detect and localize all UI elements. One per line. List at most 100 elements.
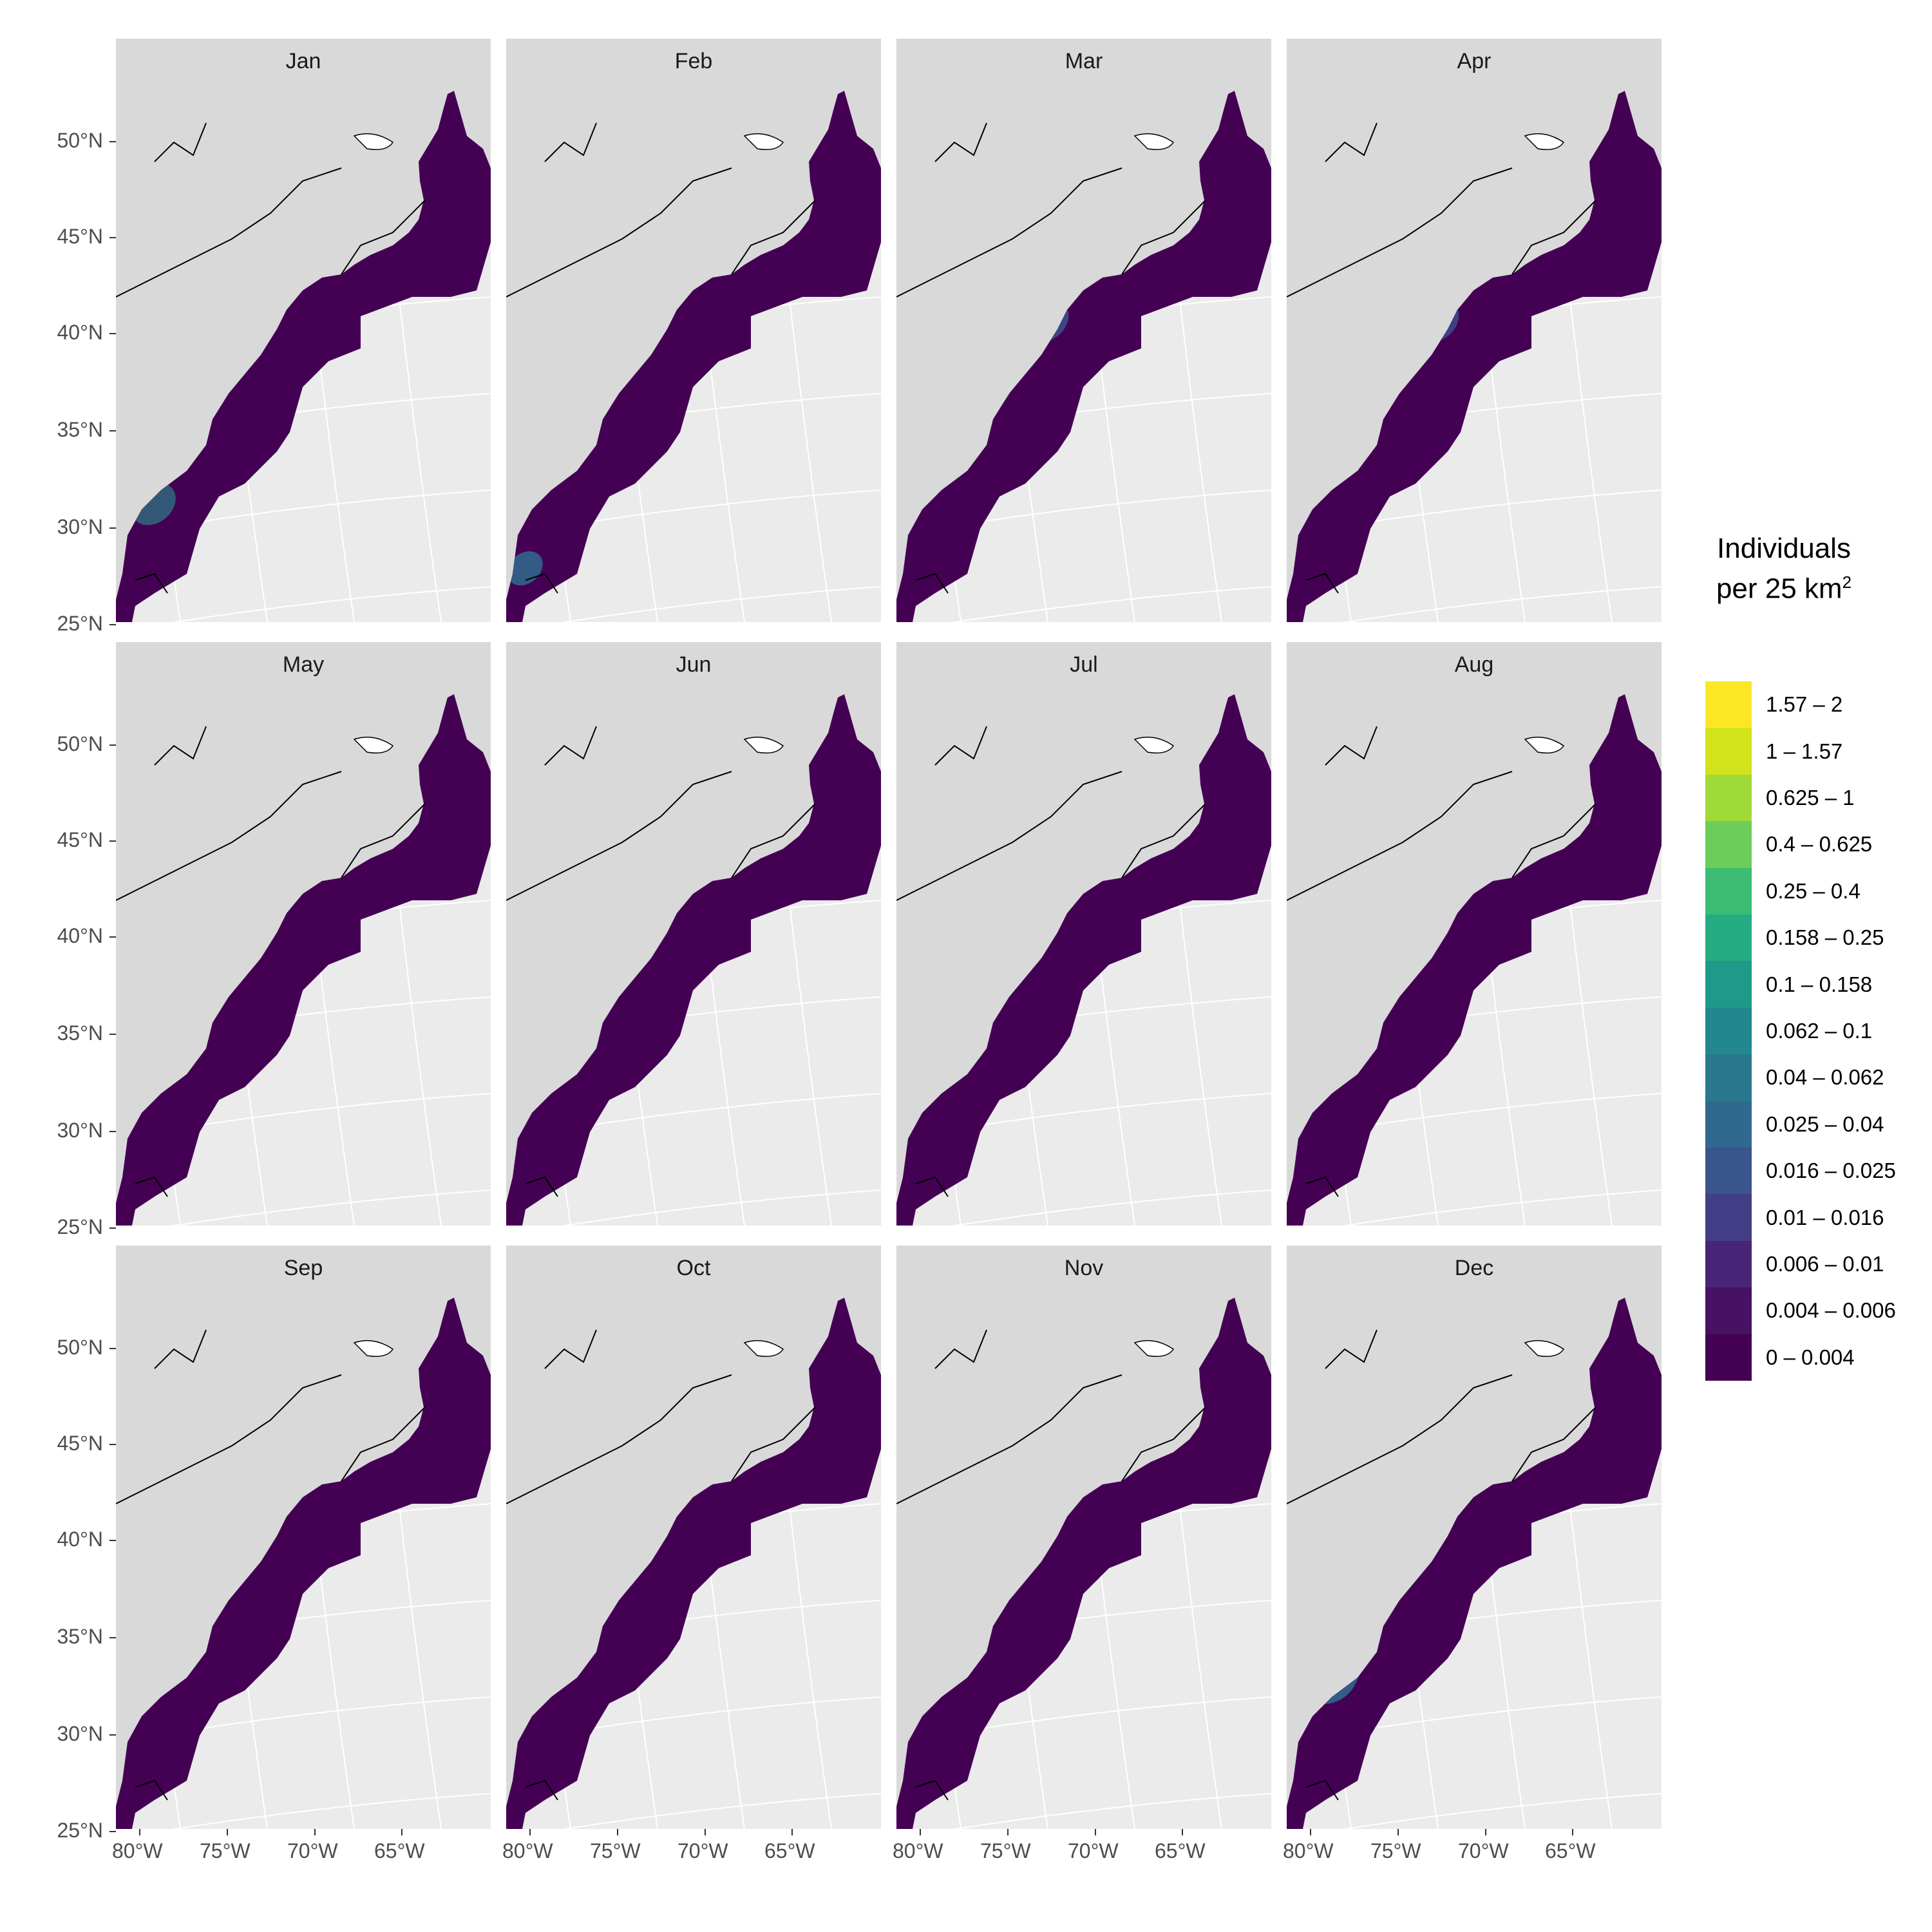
x-axis-tick: [1485, 1829, 1486, 1835]
map-svg: [116, 688, 491, 1226]
coastline: [896, 726, 1206, 1197]
panel-strip-may: May: [116, 642, 491, 688]
legend-bin-label: 1.57 – 2: [1766, 692, 1843, 717]
y-axis-label: 25°N: [57, 1215, 104, 1238]
legend-color-key: [1705, 1334, 1752, 1381]
x-axis-tick: [1182, 1829, 1183, 1835]
panel-strip-jun: Jun: [506, 642, 881, 688]
y-axis-label: 35°N: [57, 418, 104, 441]
coastline: [506, 122, 816, 594]
x-axis-tick: [401, 1829, 402, 1835]
density-domain: [116, 694, 491, 1226]
coastline: [896, 122, 1206, 594]
y-axis-label: 50°N: [57, 129, 104, 152]
legend-color-key: [1705, 1287, 1752, 1335]
coastline: [1287, 122, 1596, 594]
coastline: [1287, 726, 1596, 1197]
island: [1133, 1340, 1175, 1357]
y-axis-tick: [109, 1348, 116, 1349]
legend-bin-label: 0.4 – 0.625: [1766, 832, 1873, 857]
island: [1133, 133, 1175, 150]
coastline: [506, 1329, 816, 1801]
map-panel-jan: [116, 84, 491, 622]
map-svg: [116, 84, 491, 622]
map-svg: [506, 688, 881, 1226]
map-svg: [506, 84, 881, 622]
map-svg: [896, 84, 1271, 622]
y-axis-tick: [109, 1444, 116, 1445]
legend-color-key: [1705, 1007, 1752, 1055]
density-domain: [506, 694, 881, 1226]
y-axis-label: 30°N: [57, 515, 104, 538]
panel-strip-feb: Feb: [506, 39, 881, 84]
y-axis-tick: [109, 1540, 116, 1541]
x-axis-label: 70°W: [287, 1839, 338, 1862]
island: [743, 736, 784, 753]
legend-title: Individuals per 25 km2: [1687, 532, 1880, 606]
y-axis-label: 35°N: [57, 1625, 104, 1648]
panel-strip-sep: Sep: [116, 1245, 491, 1291]
legend-color-key: [1705, 1054, 1752, 1102]
coastline: [116, 1329, 426, 1801]
map-panel-sep: [116, 1291, 491, 1829]
density-domain: [1287, 91, 1662, 622]
legend-color-key: [1705, 728, 1752, 775]
map-panel-mar: [896, 84, 1271, 622]
density-domain: [896, 1298, 1271, 1829]
land-area: [896, 1291, 1271, 1806]
island: [743, 1340, 784, 1357]
legend-bin-label: 0.158 – 0.25: [1766, 925, 1884, 950]
y-axis-tick: [109, 430, 116, 431]
map-svg: [1287, 1291, 1662, 1829]
x-axis-label: 65°W: [1155, 1839, 1206, 1862]
legend-color-key: [1705, 867, 1752, 915]
y-axis-label: 25°N: [57, 1819, 104, 1842]
map-panel-apr: [1287, 84, 1662, 622]
y-axis-label: 25°N: [57, 612, 104, 635]
map-panel-nov: [896, 1291, 1271, 1829]
x-axis-label: 75°W: [200, 1839, 251, 1862]
land-area: [506, 688, 881, 1203]
map-svg: [1287, 84, 1662, 622]
legend-title-line1: Individuals: [1717, 533, 1851, 564]
land-area: [1287, 1291, 1662, 1806]
land-area: [116, 84, 491, 600]
y-axis-label: 45°N: [57, 225, 104, 248]
land-area: [116, 1291, 491, 1806]
y-axis-tick: [109, 1131, 116, 1132]
panel-strip-jul: Jul: [896, 642, 1271, 688]
legend-title-line2: per 25 km2: [1687, 565, 1880, 606]
legend-title-unit: per 25 km: [1716, 573, 1842, 605]
panel-strip-nov: Nov: [896, 1245, 1271, 1291]
legend-color-key: [1705, 1101, 1752, 1148]
legend-bin-label: 1 – 1.57: [1766, 739, 1843, 763]
legend-bin-label: 0.04 – 0.062: [1766, 1065, 1884, 1090]
x-axis-tick: [920, 1829, 921, 1835]
y-axis-tick: [109, 527, 116, 529]
y-axis-label: 45°N: [57, 828, 104, 851]
legend-color-key: [1705, 774, 1752, 822]
x-axis-tick: [1310, 1829, 1311, 1835]
x-axis-label: 80°W: [1283, 1839, 1334, 1862]
x-axis-label: 75°W: [980, 1839, 1031, 1862]
island: [353, 1340, 394, 1357]
legend-bin-label: 0.01 – 0.016: [1766, 1205, 1884, 1229]
density-domain: [896, 694, 1271, 1226]
y-axis-tick: [109, 840, 116, 842]
x-axis-tick: [529, 1829, 531, 1835]
island: [353, 736, 394, 753]
map-svg: [1287, 688, 1662, 1226]
x-axis-tick: [1397, 1829, 1399, 1835]
density-domain: [896, 91, 1271, 622]
land-area: [1287, 84, 1662, 600]
y-axis-label: 35°N: [57, 1021, 104, 1045]
land-area: [506, 1291, 881, 1806]
island: [743, 133, 784, 150]
panel-strip-jan: Jan: [116, 39, 491, 84]
coastline: [896, 1329, 1206, 1801]
legend-bin-label: 0.062 – 0.1: [1766, 1019, 1873, 1043]
island: [1133, 736, 1175, 753]
density-domain: [1287, 694, 1662, 1226]
y-axis-tick: [109, 624, 116, 625]
map-panel-feb: [506, 84, 881, 622]
